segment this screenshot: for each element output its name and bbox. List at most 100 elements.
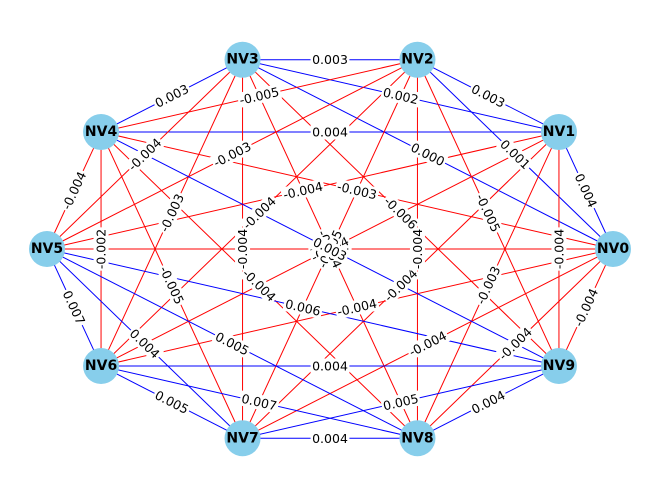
edge-label-bg	[380, 390, 422, 414]
edge-label-bg	[409, 227, 425, 271]
edge-label-nv4-nv7: -0.005	[155, 262, 188, 308]
edge-label-bg	[379, 264, 422, 306]
edge-weight-label: -0.002	[94, 229, 109, 269]
edge-label-bg	[310, 124, 350, 140]
edge-label-nv8-nv9: 0.004	[467, 386, 509, 418]
edge-label-nv4-nv5: -0.004	[58, 167, 90, 214]
edge-weight-label: -0.003	[336, 179, 379, 203]
edge-weight-label: 0.002	[382, 85, 420, 108]
edge-weight-label: -0.004	[381, 266, 420, 305]
node-nv1: NV1	[540, 114, 577, 151]
edge-weight-label: -0.004	[240, 193, 279, 232]
edge-weight-label: 0.006	[284, 296, 322, 319]
edge-label-bg	[155, 190, 188, 236]
node-circle	[595, 231, 631, 267]
edge-label-bg	[280, 178, 326, 203]
edge-label-bg	[467, 80, 509, 112]
edge-weight-label: -0.004	[571, 286, 602, 329]
edge-weight-label: -0.004	[551, 229, 566, 269]
edge-weight-label: 0.007	[240, 391, 278, 414]
edge-label-bg	[125, 324, 164, 363]
node-circle	[224, 420, 261, 457]
node-circle	[540, 347, 577, 384]
node-label: NV5	[31, 241, 63, 257]
edge-label-nv1-nv9: -0.004	[551, 227, 567, 271]
edge-weight-label: -0.005	[473, 191, 504, 234]
edge-label-bg	[124, 133, 166, 175]
edge-label-bg	[310, 358, 350, 374]
edge-weight-label: -0.004	[282, 179, 325, 203]
edge-label-nv2-nv4: -0.005	[236, 83, 283, 109]
edge-label-nv0-nv2: 0.001	[496, 135, 535, 174]
edge-label-bg	[334, 178, 380, 203]
node-circle	[399, 420, 436, 457]
edge-label-bg	[211, 328, 253, 360]
edge-label-bg	[59, 286, 89, 329]
node-label: NV0	[597, 241, 630, 257]
edge-label-bg	[496, 135, 535, 174]
edge-weight-label: -0.005	[238, 84, 281, 108]
edge-label-bg	[58, 167, 90, 214]
edge-label-nv3-nv9: -0.006	[379, 192, 422, 234]
edge-weight-label: 0.004	[312, 358, 348, 373]
edge-weight-label: -0.006	[381, 193, 420, 232]
edge-label-bg	[309, 233, 351, 265]
edge-label-nv0-nv6: -0.004	[334, 295, 380, 320]
edge-label-bg	[238, 390, 280, 414]
edge-weight-label: -0.003	[473, 264, 504, 307]
node-nv8: NV8	[399, 420, 436, 457]
edge-label-nv2-nv9: -0.005	[472, 190, 505, 236]
edge-label-nv7-nv9: 0.005	[380, 390, 422, 414]
edge-label-nv0-nv9: -0.004	[570, 284, 602, 331]
node-nv5: NV5	[29, 231, 65, 267]
node-nv3: NV3	[224, 41, 261, 78]
edge-label-bg	[407, 138, 449, 170]
edge-label-nv0-nv8: -0.004	[494, 323, 536, 365]
edge-label-nv5-nv6: 0.007	[59, 286, 89, 329]
node-circle	[83, 347, 120, 384]
edge-weight-label: -0.004	[59, 169, 90, 212]
node-circle	[399, 41, 436, 78]
edge-label-nv1-nv7: -0.004	[379, 264, 422, 306]
edge-label-bg	[570, 284, 602, 331]
edge-label-bg	[467, 386, 509, 418]
node-nv2: NV2	[399, 41, 436, 78]
node-circle	[29, 231, 65, 267]
edge-label-nv3-nv6: -0.003	[155, 190, 188, 236]
edge-label-nv2-nv3: 0.003	[310, 52, 350, 68]
node-label: NV4	[85, 124, 118, 140]
edge-label-bg	[236, 83, 283, 109]
node-label: NV8	[401, 430, 433, 446]
node-label: NV9	[543, 358, 575, 374]
node-label: NV2	[401, 52, 433, 68]
edge-weight-label: 0.004	[572, 171, 601, 210]
edge-label-nv1-nv4: 0.004	[310, 124, 350, 140]
edge-weight-label: -0.004	[496, 324, 535, 363]
edge-label-nv0-nv1: 0.004	[571, 169, 601, 212]
edge-weight-label: 0.004	[312, 125, 348, 140]
node-nv4: NV4	[83, 114, 120, 151]
edge-weight-label: 0.005	[382, 391, 420, 414]
edge-label-nv0-nv4: -0.003	[334, 178, 380, 203]
edge-label-nv5-nv9: 0.006	[282, 295, 324, 320]
node-label: NV3	[226, 52, 258, 68]
edge-label-nv5-nv7: 0.004	[125, 324, 164, 363]
edge-label-bg	[238, 192, 281, 234]
edge-label-nv1-nv5: -0.004	[280, 178, 326, 203]
edge-label-bg	[209, 137, 255, 171]
edge-weight-label: 0.004	[312, 431, 348, 446]
edge-label-nv1-nv3: 0.002	[380, 84, 422, 108]
edge-weight-label: 0.004	[469, 387, 508, 417]
edge-label-bg	[310, 52, 350, 68]
edge-weight-label: -0.004	[336, 296, 379, 320]
edge-label-bg	[551, 227, 567, 271]
node-circle	[83, 114, 120, 151]
edge-label-nv6-nv9: 0.004	[310, 358, 350, 374]
node-nv6: NV6	[83, 347, 120, 384]
edge-label-bg	[310, 430, 350, 446]
edge-label-nv2-nv8: -0.004	[409, 227, 425, 271]
edge-label-bg	[151, 80, 193, 112]
edge-weight-label: -0.004	[240, 266, 279, 305]
edge-weight-label: 0.007	[60, 288, 89, 327]
edge-weight-label: -0.005	[157, 264, 188, 307]
